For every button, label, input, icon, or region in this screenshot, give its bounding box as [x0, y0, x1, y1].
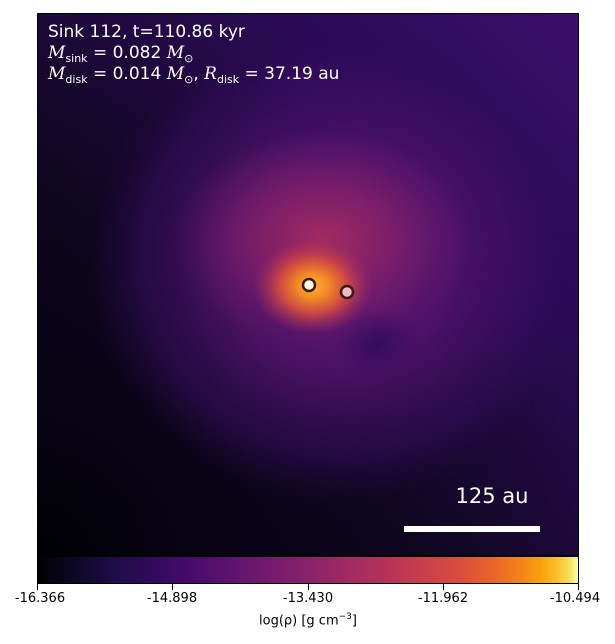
colorbar-tick — [172, 584, 173, 590]
msink-symbol: M — [48, 43, 66, 63]
colorbar — [37, 556, 579, 584]
colorbar-label-exponent: −3 — [338, 612, 352, 622]
colorbar-label-prefix: log(ρ) [g cm — [259, 613, 339, 629]
colorbar-tick-label: -11.962 — [417, 591, 469, 606]
colorbar-tick — [443, 584, 444, 590]
colorbar-tick-label: -10.494 — [549, 591, 601, 606]
title-annotation: Sink 112, t=110.86 kyr — [48, 22, 245, 42]
mdisk-sub: disk — [65, 73, 88, 86]
sink-particle-primary — [301, 277, 317, 293]
colorbar-label: log(ρ) [g cm−3] — [208, 612, 408, 628]
mdisk-unit: M — [166, 64, 185, 84]
mdisk-symbol: M — [48, 64, 66, 84]
density-map — [38, 14, 578, 555]
scale-bar — [404, 526, 540, 532]
colorbar-tick — [37, 584, 38, 590]
title-line: Sink 112, t=110.86 kyr — [48, 22, 245, 42]
colorbar-tick — [578, 584, 579, 590]
msink-value: = 0.082 — [92, 43, 162, 63]
msink-unit-sub: ⊙ — [184, 52, 194, 65]
colorbar-tick-label: -16.366 — [14, 591, 66, 606]
sink-particle-secondary — [339, 284, 355, 300]
mdisk-value: = 0.014 — [92, 64, 162, 84]
colorbar-tick-label: -13.430 — [282, 591, 334, 606]
rdisk-sub: disk — [216, 73, 240, 86]
low-density-pocket — [333, 309, 423, 379]
colorbar-label-suffix: ] — [351, 613, 357, 629]
msink-sub: sink — [65, 52, 88, 65]
scale-bar-label: 125 au — [455, 484, 529, 508]
colorbar-tick — [308, 584, 309, 590]
mdisk-unit-sub: ⊙ — [184, 73, 194, 86]
msink-unit: M — [166, 43, 185, 63]
sink-mass-annotation: Msink = 0.082 M⊙ — [48, 43, 193, 69]
disk-annotation: Mdisk = 0.014 M⊙, Rdisk = 37.19 au — [48, 64, 340, 86]
density-map-panel: Sink 112, t=110.86 kyr Msink = 0.082 M⊙ … — [37, 13, 579, 556]
colorbar-tick-label: -14.898 — [146, 591, 198, 606]
rdisk-value: = 37.19 au — [244, 64, 340, 84]
rdisk-symbol: R — [204, 64, 217, 84]
